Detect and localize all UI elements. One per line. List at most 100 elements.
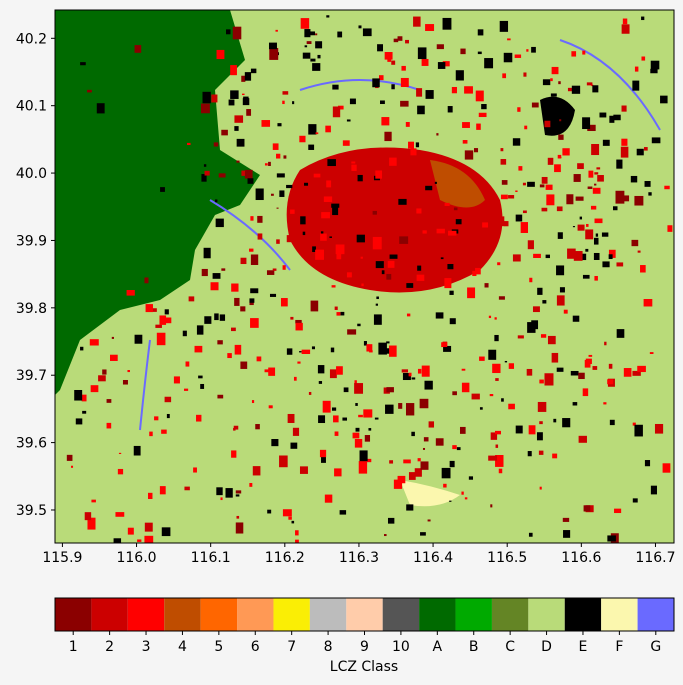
landcover-patch — [331, 203, 340, 208]
landcover-patch — [329, 236, 332, 238]
landcover-patch — [490, 504, 493, 508]
landcover-patch — [416, 88, 423, 97]
landcover-patch — [268, 161, 271, 166]
landcover-patch — [196, 414, 202, 422]
landcover-patch — [468, 476, 474, 480]
landcover-patch — [462, 140, 468, 144]
landcover-patch — [221, 268, 226, 271]
landcover-patch — [416, 274, 425, 281]
landcover-patch — [567, 87, 573, 92]
landcover-patch — [526, 49, 529, 52]
landcover-patch — [508, 363, 515, 369]
landcover-patch — [621, 105, 627, 112]
landcover-patch — [355, 427, 360, 432]
landcover-patch — [550, 93, 557, 97]
landcover-patch — [217, 394, 224, 399]
landcover-patch — [588, 354, 593, 357]
landcover-patch — [312, 246, 316, 253]
landcover-patch — [644, 181, 651, 187]
y-tick-label: 39.8 — [16, 301, 47, 317]
landcover-patch — [155, 324, 162, 328]
landcover-patch — [487, 251, 491, 256]
landcover-patch — [363, 341, 367, 346]
landcover-patch — [472, 270, 477, 277]
landcover-patch — [588, 170, 594, 178]
landcover-patch — [449, 318, 456, 325]
landcover-patch — [214, 199, 218, 203]
landcover-patch — [570, 370, 579, 376]
landcover-patch — [317, 365, 325, 374]
landcover-patch — [494, 334, 499, 342]
landcover-patch — [385, 404, 394, 414]
landcover-patch — [397, 36, 403, 41]
landcover-patch — [268, 42, 277, 50]
landcover-patch — [449, 500, 452, 502]
landcover-patch — [144, 277, 149, 284]
landcover-patch — [585, 229, 594, 240]
landcover-patch — [84, 512, 92, 521]
landcover-patch — [531, 102, 539, 108]
landcover-patch — [236, 160, 240, 163]
landcover-patch — [482, 222, 489, 228]
landcover-patch — [227, 353, 232, 359]
landcover-patch — [240, 361, 248, 369]
landcover-patch — [634, 195, 644, 206]
landcover-patch — [397, 475, 406, 484]
landcover-patch — [508, 403, 515, 410]
landcover-patch — [311, 346, 316, 350]
landcover-patch — [90, 385, 99, 393]
landcover-patch — [545, 184, 553, 190]
landcover-patch — [541, 207, 548, 212]
landcover-patch — [597, 175, 604, 182]
landcover-patch — [255, 188, 264, 201]
landcover-patch — [441, 342, 448, 348]
landcover-patch — [422, 447, 426, 450]
landcover-patch — [577, 224, 585, 231]
landcover-patch — [512, 254, 521, 262]
landcover-patch — [386, 273, 392, 280]
landcover-patch — [532, 306, 540, 313]
landcover-patch — [559, 119, 562, 122]
landcover-patch — [579, 253, 587, 261]
landcover-patch — [230, 90, 239, 99]
landcover-patch — [106, 399, 112, 403]
landcover-patch — [416, 208, 422, 214]
landcover-patch — [575, 196, 584, 201]
landcover-patch — [488, 349, 497, 360]
landcover-patch — [547, 127, 554, 132]
landcover-patch — [234, 344, 242, 355]
x-tick-label: 116.7 — [635, 550, 675, 566]
landcover-patch — [387, 58, 392, 62]
landcover-patch — [609, 419, 615, 426]
landcover-patch — [616, 329, 625, 338]
landcover-patch — [219, 314, 226, 321]
landcover-patch — [489, 394, 494, 397]
landcover-patch — [400, 100, 409, 107]
landcover-patch — [302, 231, 306, 236]
landcover-patch — [264, 163, 268, 166]
landcover-patch — [272, 268, 277, 271]
colorbar-tick-label: 1 — [69, 639, 78, 655]
landcover-patch — [233, 425, 239, 430]
landcover-patch — [367, 458, 372, 463]
landcover-patch — [185, 361, 190, 367]
landcover-patch — [375, 261, 384, 269]
landcover-patch — [553, 418, 557, 423]
landcover-patch — [267, 509, 272, 514]
landcover-patch — [216, 49, 225, 60]
landcover-patch — [484, 58, 494, 69]
landcover-patch — [587, 186, 593, 189]
landcover-patch — [556, 265, 565, 276]
landcover-patch — [256, 356, 262, 362]
landcover-patch — [225, 488, 233, 498]
landcover-patch — [616, 159, 623, 169]
landcover-patch — [651, 137, 661, 144]
landcover-patch — [242, 93, 245, 96]
landcover-patch — [481, 104, 487, 110]
landcover-patch — [462, 122, 470, 128]
landcover-patch — [417, 47, 427, 60]
landcover-patch — [268, 367, 276, 376]
landcover-patch — [122, 379, 128, 385]
landcover-patch — [442, 61, 450, 67]
landcover-patch — [221, 129, 228, 136]
